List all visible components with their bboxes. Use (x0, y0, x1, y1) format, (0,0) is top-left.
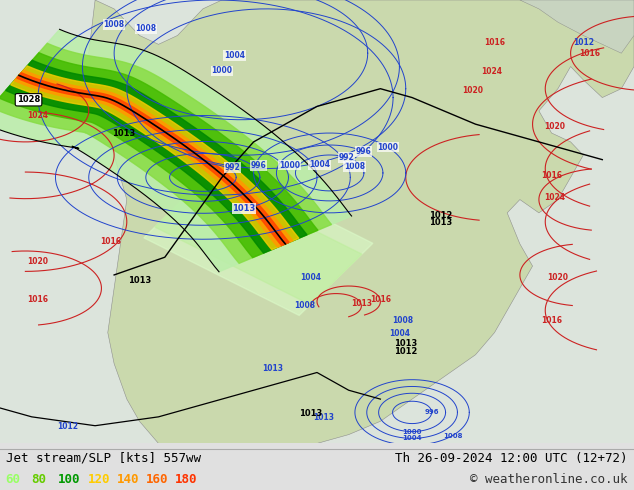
Text: 996: 996 (424, 410, 439, 416)
Text: 1016: 1016 (541, 316, 562, 325)
Text: 1004: 1004 (403, 435, 422, 441)
Text: 1008: 1008 (392, 316, 413, 325)
Polygon shape (11, 66, 299, 249)
Text: 1004: 1004 (224, 51, 245, 60)
Text: 1024: 1024 (544, 193, 566, 202)
Text: 1008: 1008 (344, 162, 365, 171)
Text: 1013: 1013 (262, 365, 283, 373)
Text: 1013: 1013 (429, 218, 452, 227)
Text: 1016: 1016 (484, 38, 505, 47)
Text: 1012: 1012 (56, 422, 78, 431)
Polygon shape (0, 30, 351, 271)
Text: 1016: 1016 (100, 237, 122, 246)
Text: 180: 180 (175, 473, 197, 486)
Text: 1008: 1008 (443, 433, 462, 439)
Text: 992: 992 (339, 153, 354, 162)
Text: 1016: 1016 (579, 49, 600, 58)
Text: 1020: 1020 (27, 257, 49, 266)
Text: 1016: 1016 (27, 295, 49, 304)
Polygon shape (15, 70, 293, 247)
Text: Th 26-09-2024 12:00 UTC (12+72): Th 26-09-2024 12:00 UTC (12+72) (395, 452, 628, 465)
Polygon shape (144, 166, 373, 316)
Polygon shape (0, 53, 318, 258)
Polygon shape (89, 0, 634, 443)
Text: 1013: 1013 (313, 413, 334, 422)
Text: 1013: 1013 (351, 299, 372, 308)
Text: 1008: 1008 (135, 24, 157, 33)
Text: 992: 992 (225, 163, 241, 172)
Polygon shape (0, 43, 332, 263)
Text: 1013: 1013 (299, 409, 322, 418)
Text: 1013: 1013 (112, 129, 135, 138)
Text: 1028: 1028 (17, 95, 40, 104)
Text: 1020: 1020 (547, 272, 569, 282)
Text: 1008: 1008 (103, 20, 125, 29)
Text: 996: 996 (356, 147, 372, 156)
Text: 1000: 1000 (211, 67, 233, 75)
Text: 120: 120 (87, 473, 110, 486)
Text: 1004: 1004 (309, 161, 330, 170)
Text: 1013: 1013 (394, 339, 417, 348)
Text: 1008: 1008 (294, 300, 315, 310)
Text: Jet stream/SLP [kts] 557ww: Jet stream/SLP [kts] 557ww (6, 452, 202, 465)
Text: 1012: 1012 (394, 347, 417, 356)
Text: 1016: 1016 (541, 171, 562, 180)
Text: 1000: 1000 (279, 161, 300, 170)
Text: 1004: 1004 (300, 272, 321, 282)
Text: 80: 80 (32, 473, 47, 486)
Text: 1000: 1000 (377, 143, 398, 152)
Text: 1020: 1020 (462, 86, 483, 96)
Text: 1016: 1016 (370, 295, 391, 304)
Text: 1012: 1012 (573, 38, 594, 47)
Text: 996: 996 (251, 161, 266, 170)
Text: 60: 60 (5, 473, 20, 486)
Text: © weatheronline.co.uk: © weatheronline.co.uk (470, 473, 628, 486)
Text: 1024: 1024 (481, 67, 502, 76)
Text: 160: 160 (146, 473, 168, 486)
Text: 1013: 1013 (233, 204, 256, 213)
Polygon shape (155, 176, 362, 305)
Text: 1013: 1013 (128, 276, 151, 285)
Polygon shape (16, 73, 289, 245)
Text: 1024: 1024 (27, 111, 49, 120)
Polygon shape (520, 0, 634, 53)
Text: 1004: 1004 (389, 329, 410, 338)
Text: 100: 100 (58, 473, 81, 486)
Polygon shape (6, 60, 307, 253)
Text: 1020: 1020 (544, 122, 566, 131)
Text: 140: 140 (117, 473, 139, 486)
Text: 1000: 1000 (403, 429, 422, 435)
Text: 1012: 1012 (429, 211, 452, 220)
